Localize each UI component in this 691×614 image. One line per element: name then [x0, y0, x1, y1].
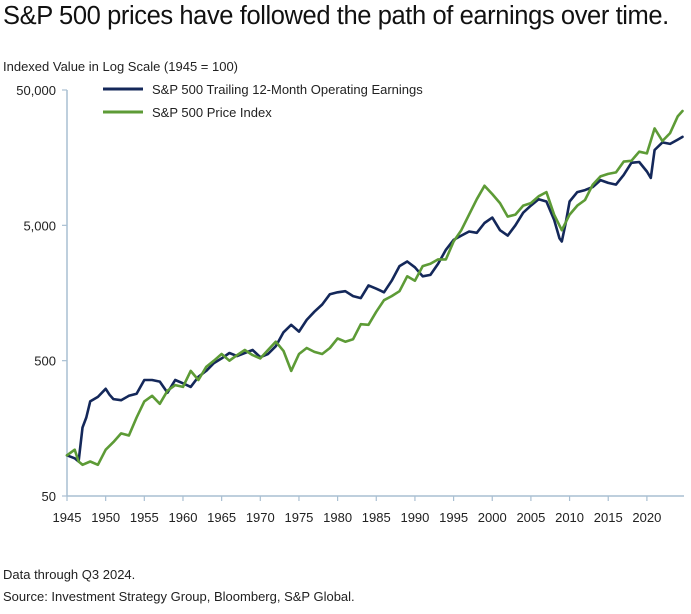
chart-title: S&P 500 prices have followed the path of…: [3, 2, 669, 30]
y-tick-label: 50,000: [16, 83, 56, 98]
x-tick-label: 1980: [323, 510, 352, 525]
source-note: Source: Investment Strategy Group, Bloom…: [3, 589, 355, 604]
y-tick-label: 500: [34, 354, 56, 369]
legend-price-index-label: S&P 500 Price Index: [152, 105, 272, 120]
x-tick-label: 1985: [362, 510, 391, 525]
x-tick-label: 2005: [516, 510, 545, 525]
y-tick-label: 5,000: [23, 218, 56, 233]
x-tick-label: 1950: [91, 510, 120, 525]
x-tick-label: 1945: [53, 510, 82, 525]
y-axis-subtitle: Indexed Value in Log Scale (1945 = 100): [3, 59, 239, 74]
x-tick-label: 1955: [130, 510, 159, 525]
x-tick-label: 2020: [632, 510, 661, 525]
legend-earnings-label: S&P 500 Trailing 12-Month Operating Earn…: [152, 82, 423, 97]
x-tick-label: 1975: [284, 510, 313, 525]
data-through-note: Data through Q3 2024.: [3, 567, 136, 582]
x-tick-label: 1970: [246, 510, 275, 525]
x-tick-label: 2015: [594, 510, 623, 525]
x-tick-label: 2000: [478, 510, 507, 525]
x-tick-label: 2010: [555, 510, 584, 525]
earnings-line: [65, 135, 684, 463]
x-tick-label: 1965: [207, 510, 236, 525]
x-tick-label: 1960: [169, 510, 198, 525]
y-tick-label: 50: [42, 489, 56, 504]
x-tick-label: 1995: [439, 510, 468, 525]
price-index-line: [65, 109, 684, 467]
x-tick-label: 1990: [400, 510, 429, 525]
